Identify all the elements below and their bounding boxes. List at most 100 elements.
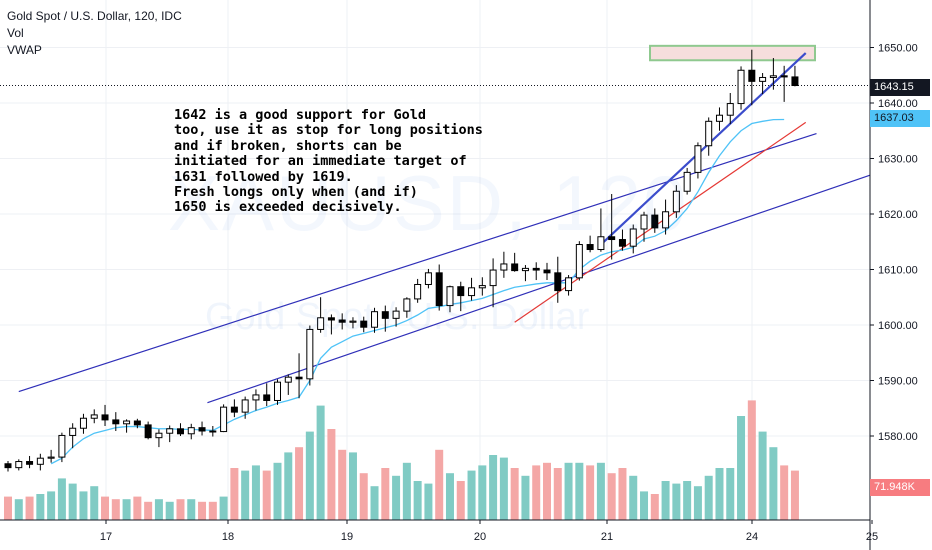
candle-down [651, 208, 659, 233]
chart-legend: Gold Spot / U.S. Dollar, 120, IDC Vol VW… [7, 8, 182, 59]
candle-body [101, 414, 109, 421]
candle-up [672, 185, 680, 218]
candle-body [521, 267, 529, 272]
candle-body [252, 394, 260, 401]
candle-up [166, 425, 174, 443]
symbol-title[interactable]: Gold Spot / U.S. Dollar, 120, IDC [7, 9, 182, 23]
candle-body [58, 434, 66, 458]
volume-bar [90, 486, 99, 520]
volume-bar [693, 486, 702, 520]
volume-bar [521, 475, 530, 520]
candle-up [47, 449, 55, 463]
candle-body [759, 76, 767, 82]
candle-up [662, 199, 670, 235]
candle-down [748, 49, 756, 106]
volume-bar [467, 470, 476, 520]
candle-up [284, 374, 292, 395]
last-price-tag: 1643.15 [870, 79, 930, 96]
candle-down [457, 281, 465, 312]
red-trendline [514, 121, 807, 323]
volume-value-tag: 71.948K [870, 479, 930, 496]
volume-bar [111, 499, 120, 520]
candle-body [414, 283, 422, 300]
candle-down [144, 421, 152, 440]
candle-body [726, 103, 734, 116]
candle-down [176, 423, 184, 436]
candle-down [435, 264, 443, 311]
candle-down [198, 421, 206, 436]
volume-bar [208, 501, 217, 520]
x-tick-label: 20 [474, 531, 486, 543]
candle-up [414, 278, 422, 303]
candle-down [338, 313, 346, 330]
candle-up [565, 275, 573, 296]
volume-indicator-label[interactable]: Vol [7, 26, 24, 40]
candle-up [69, 423, 77, 449]
volume-bar [176, 499, 185, 520]
volume-bar [618, 468, 627, 520]
volume-bar [640, 491, 649, 520]
candle-up [349, 317, 357, 329]
candle-body [371, 311, 379, 328]
volume-bar [273, 462, 282, 520]
volume-bar [284, 452, 293, 520]
candle-down [360, 316, 368, 333]
watermark-symbol: XAUUSD, 120 [168, 159, 689, 247]
candle-up [489, 258, 497, 308]
volume-bar [661, 481, 670, 520]
candle-body [705, 120, 713, 147]
volume-bar [47, 491, 56, 520]
candle-body [780, 75, 788, 78]
volume-bar [57, 478, 66, 520]
vwap-price-tag: 1637.03 [870, 110, 930, 127]
candle-up [187, 423, 195, 440]
x-tick-label: 18 [222, 531, 234, 543]
y-tick-label: 1590.00 [878, 376, 918, 388]
volume-bar [532, 465, 541, 520]
x-tick-label: 21 [601, 531, 613, 543]
candle-up [521, 265, 529, 282]
candle-up [715, 107, 723, 131]
candle-up [79, 413, 87, 434]
candle-body [543, 269, 551, 274]
volume-bar [251, 465, 260, 520]
candle-body [4, 463, 12, 469]
y-tick-label: 1580.00 [878, 431, 918, 443]
candle-down [4, 460, 12, 472]
candle-body [381, 311, 389, 319]
candle-body [284, 376, 292, 383]
x-tick-label: 17 [100, 531, 112, 543]
candle-up [155, 429, 163, 448]
candle-body [36, 457, 44, 465]
candle-body [597, 236, 605, 251]
candle-down [511, 252, 519, 272]
candle-body [360, 320, 368, 328]
volume-bar [456, 481, 465, 520]
volume-bar [101, 496, 110, 520]
vwap-indicator-label[interactable]: VWAP [7, 43, 42, 57]
candle-body [435, 272, 443, 307]
candle-body [565, 277, 573, 292]
volume-bar [424, 483, 433, 520]
volume-bar [219, 496, 228, 520]
volume-bar [489, 455, 498, 520]
target-zone [649, 44, 816, 62]
candle-body [511, 263, 519, 272]
volume-bar [262, 470, 271, 520]
candle-body [651, 214, 659, 229]
candle-body [468, 287, 476, 297]
candle-up [58, 432, 66, 463]
candle-body [15, 461, 23, 469]
analysis-note[interactable]: 1642 is a good support for Gold too, use… [174, 107, 483, 216]
candle-body [133, 420, 141, 426]
volume-bar [295, 447, 304, 520]
candle-body [79, 417, 87, 429]
candle-body [241, 399, 249, 413]
volume-bar [737, 416, 746, 520]
candle-up [726, 93, 734, 125]
volume-bar [392, 475, 401, 520]
candle-down [263, 383, 271, 407]
candle-body [306, 328, 314, 380]
candle-up [446, 285, 454, 313]
